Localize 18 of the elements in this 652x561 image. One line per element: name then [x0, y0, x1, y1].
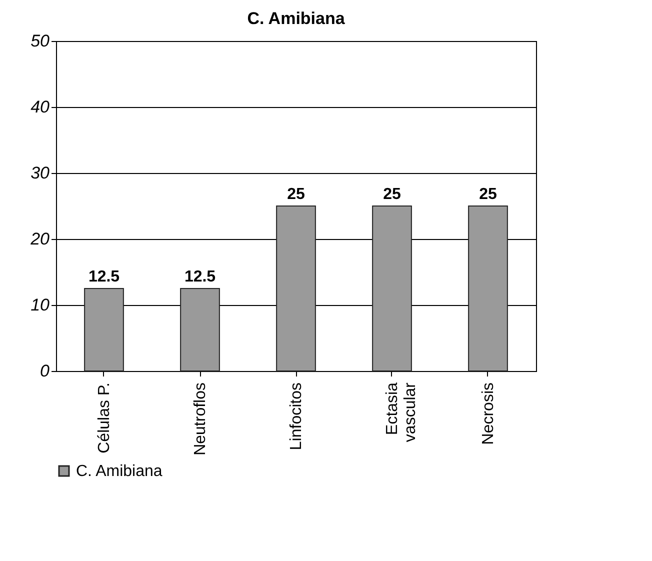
- data-label: 25: [287, 186, 305, 203]
- chart-title: C. Amibiana: [247, 9, 346, 28]
- legend-label: C. Amibiana: [76, 463, 162, 480]
- x-tick-label: Neutroflos: [192, 382, 209, 456]
- y-tick-label: 10: [30, 296, 50, 314]
- x-tick-label: Necrosis: [480, 382, 497, 445]
- x-tick-label: Células P.: [96, 382, 113, 454]
- data-label: 25: [479, 186, 497, 203]
- data-label: 25: [383, 186, 401, 203]
- y-tick-label: 50: [30, 32, 50, 50]
- data-label: 12.5: [184, 268, 216, 286]
- y-tick-label: 20: [30, 230, 50, 248]
- data-label: 12.5: [88, 268, 120, 286]
- y-tick-label: 30: [30, 164, 50, 182]
- x-tick-label: Ectasia vascular: [384, 382, 419, 442]
- y-tick-label: 0: [40, 362, 50, 380]
- x-tick-label: Linfocitos: [288, 382, 305, 450]
- y-tick-label: 40: [30, 98, 50, 116]
